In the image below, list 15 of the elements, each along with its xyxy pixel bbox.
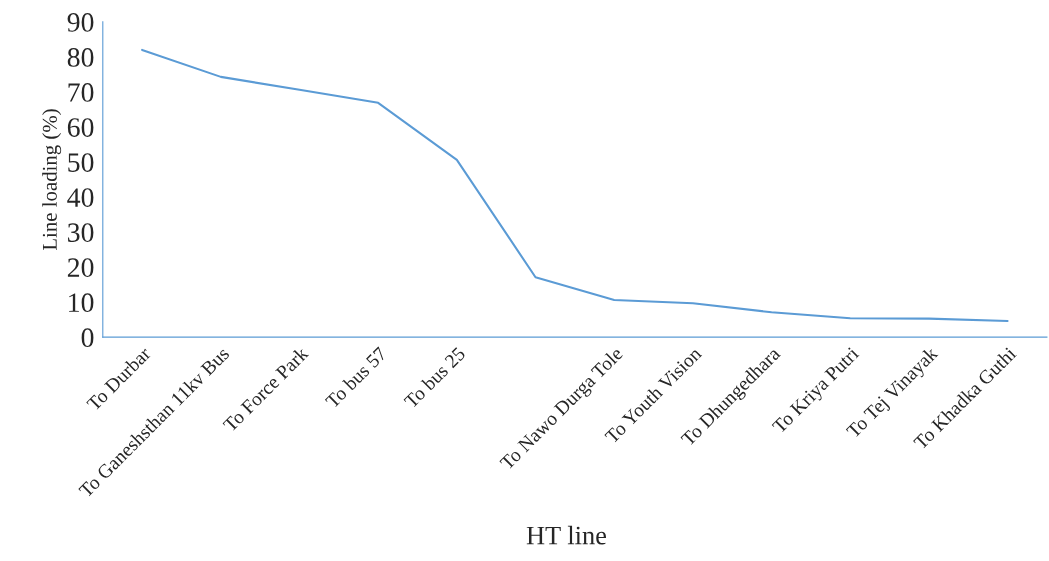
x-axis-title: HT line (526, 525, 606, 545)
y-tick-label: 50 (68, 153, 94, 172)
y-tick-label: 20 (67, 258, 94, 278)
y-tick-label: 0 (81, 328, 94, 348)
line-series (141, 48, 1009, 323)
y-tick-label: 60 (67, 118, 94, 137)
y-tick-label: 10 (69, 293, 94, 313)
y-axis-title: Line loading (%) (42, 109, 62, 251)
y-tick-label: 30 (68, 223, 94, 242)
y-tick-label: 80 (67, 48, 94, 67)
y-tick-label: 70 (68, 83, 94, 102)
y-tick-label: 90 (67, 13, 94, 32)
x-tick-label: To bus 57 (324, 345, 388, 409)
y-tick-label: 40 (67, 188, 94, 207)
x-tick-label: To bus 25 (403, 346, 466, 409)
